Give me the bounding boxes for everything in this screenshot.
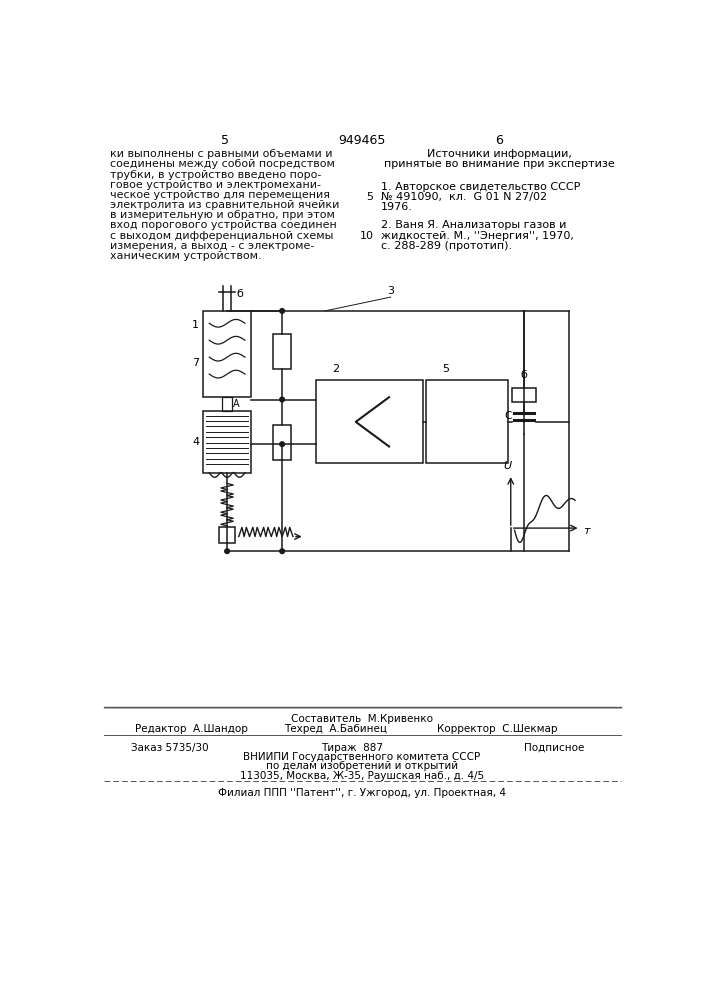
Text: по делам изобретений и открытий: по делам изобретений и открытий <box>266 761 458 771</box>
Text: 5: 5 <box>366 192 373 202</box>
Text: трубки, в устройство введено поро-: трубки, в устройство введено поро- <box>110 170 322 180</box>
Text: А: А <box>233 399 240 409</box>
Bar <box>316 380 423 463</box>
Text: ки выполнены с равными объемами и: ки выполнены с равными объемами и <box>110 149 332 159</box>
Text: жидкостей. М., ''Энергия'', 1970,: жидкостей. М., ''Энергия'', 1970, <box>381 231 574 241</box>
Text: № 491090,  кл.  G 01 N 27/02: № 491090, кл. G 01 N 27/02 <box>381 192 547 202</box>
Bar <box>273 425 291 460</box>
Text: Заказ 5735/30: Заказ 5735/30 <box>131 743 209 753</box>
Circle shape <box>280 397 284 402</box>
Text: 5: 5 <box>221 134 229 147</box>
Text: 7: 7 <box>192 358 199 368</box>
Text: 1. Авторское свидетельство СССР: 1. Авторское свидетельство СССР <box>381 182 580 192</box>
Text: 10: 10 <box>360 231 373 241</box>
Bar <box>203 411 251 473</box>
Bar <box>426 380 508 463</box>
Text: с. 288-289 (прототип).: с. 288-289 (прототип). <box>381 241 513 251</box>
Circle shape <box>280 549 284 554</box>
Text: 113035, Москва, Ж-35, Раушская наб., д. 4/5: 113035, Москва, Ж-35, Раушская наб., д. … <box>240 771 484 781</box>
Text: 3: 3 <box>387 286 394 296</box>
Text: соединены между собой посредством: соединены между собой посредством <box>110 159 335 169</box>
Text: Составитель  М.Кривенко: Составитель М.Кривенко <box>291 714 433 724</box>
Text: электролита из сравнительной ячейки: электролита из сравнительной ячейки <box>110 200 339 210</box>
Text: с выходом дифференциальной схемы: с выходом дифференциальной схемы <box>110 231 334 241</box>
Text: ческое устройство для перемещения: ческое устройство для перемещения <box>110 190 330 200</box>
Text: ВНИИПИ Государственного комитета СССР: ВНИИПИ Государственного комитета СССР <box>243 752 481 762</box>
Text: 2. Ваня Я. Анализаторы газов и: 2. Ваня Я. Анализаторы газов и <box>381 220 567 230</box>
Text: Источники информации,: Источники информации, <box>427 149 571 159</box>
Text: Филиал ППП ''Патент'', г. Ужгород, ул. Проектная, 4: Филиал ППП ''Патент'', г. Ужгород, ул. П… <box>218 788 506 798</box>
Bar <box>273 334 291 369</box>
Circle shape <box>280 442 284 446</box>
Text: 1976.: 1976. <box>381 202 413 212</box>
Text: 2: 2 <box>332 364 339 374</box>
Text: 1: 1 <box>192 320 199 330</box>
Text: Техред  А.Бабинец: Техред А.Бабинец <box>284 724 387 734</box>
Text: говое устройство и электромехани-: говое устройство и электромехани- <box>110 180 321 190</box>
Circle shape <box>225 549 230 554</box>
Text: Редактор  А.Шандор: Редактор А.Шандор <box>135 724 247 734</box>
Text: 6: 6 <box>495 134 503 147</box>
Text: U: U <box>503 461 512 471</box>
Text: б: б <box>236 289 243 299</box>
Text: 5: 5 <box>442 364 449 374</box>
Text: С: С <box>504 411 512 421</box>
Bar <box>513 388 535 402</box>
Text: т: т <box>583 526 590 536</box>
Text: 949465: 949465 <box>338 134 385 147</box>
Text: принятые во внимание при экспертизе: принятые во внимание при экспертизе <box>384 159 614 169</box>
Text: в измерительную и обратно, при этом: в измерительную и обратно, при этом <box>110 210 335 220</box>
Text: Тираж  887: Тираж 887 <box>321 743 383 753</box>
Circle shape <box>280 309 284 313</box>
Text: б: б <box>520 370 527 380</box>
Bar <box>203 311 251 397</box>
Text: Подписное: Подписное <box>524 743 585 753</box>
Text: Корректор  С.Шекмар: Корректор С.Шекмар <box>437 724 558 734</box>
Bar <box>219 527 235 543</box>
Text: ханическим устройством.: ханическим устройством. <box>110 251 262 261</box>
Text: измерения, а выход - с электроме-: измерения, а выход - с электроме- <box>110 241 315 251</box>
Text: 4: 4 <box>192 437 199 447</box>
Text: вход порогового устройства соединен: вход порогового устройства соединен <box>110 220 337 230</box>
